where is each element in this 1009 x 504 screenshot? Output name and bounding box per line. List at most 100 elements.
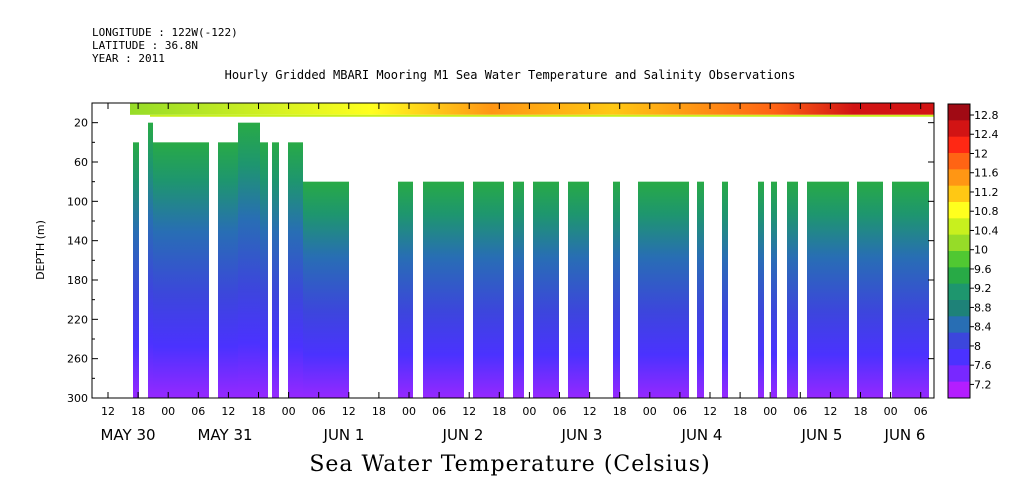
colorbar-swatch — [948, 185, 970, 203]
x-tick-label: 12 — [101, 405, 115, 418]
x-tick-label: 06 — [553, 405, 567, 418]
x-tick-label: 18 — [733, 405, 747, 418]
colorbar-swatch — [948, 300, 970, 317]
x-tick-label: 06 — [793, 405, 807, 418]
colorbar-swatch — [948, 104, 970, 121]
colorbar-label: 12 — [974, 147, 988, 160]
heatmap-column — [892, 181, 929, 398]
x-tick-label: 00 — [402, 405, 416, 418]
y-tick-label: 260 — [67, 353, 88, 366]
latitude-label: LATITUDE : 36.8N — [92, 39, 198, 52]
colorbar: 12.8 12.4 12 11.6 11.2 10.8 10.4 10 9.6 9.2 8.8 8.4… — [947, 103, 999, 399]
x-tick-label: 18 — [131, 405, 145, 418]
y-tick-label: 100 — [67, 195, 88, 208]
x-tick-label: 00 — [884, 405, 898, 418]
colorbar-label: 10.8 — [974, 205, 999, 218]
x-tick-label: 06 — [312, 405, 326, 418]
y-tick-label: 300 — [67, 392, 88, 405]
colorbar-swatch — [948, 234, 970, 252]
x-day-label: JUN 3 — [561, 426, 603, 444]
x-day-label: JUN 1 — [323, 426, 365, 444]
x-tick-label: 06 — [673, 405, 687, 418]
heatmap-column — [473, 181, 504, 398]
heatmap-column — [771, 181, 777, 398]
x-axis-caption: Sea Water Temperature (Celsius) — [309, 452, 711, 477]
colorbar-label: 10 — [974, 244, 988, 257]
x-tick-label: 00 — [763, 405, 777, 418]
heatmap-column — [303, 181, 349, 398]
heatmap-column — [758, 181, 764, 398]
x-day-label: MAY 31 — [197, 426, 252, 444]
y-axis: 20 60 100 140 180 220 260 300 — [67, 117, 934, 405]
x-tick-label: 18 — [854, 405, 868, 418]
colorbar-swatch — [948, 169, 970, 187]
colorbar-label: 11.6 — [974, 167, 999, 180]
x-tick-label: 00 — [643, 405, 657, 418]
colorbar-label: 7.2 — [974, 378, 992, 391]
colorbar-swatch — [948, 251, 970, 268]
year-label: YEAR : 2011 — [92, 52, 165, 65]
heatmap-column — [787, 181, 798, 398]
heatmap-cells — [130, 103, 934, 399]
heatmap-column — [533, 181, 559, 398]
colorbar-label: 8.4 — [974, 321, 992, 334]
x-tick-label: 06 — [914, 405, 928, 418]
x-tick-label: 12 — [703, 405, 717, 418]
colorbar-swatch — [948, 349, 970, 366]
x-tick-label: 12 — [462, 405, 476, 418]
heatmap-column — [857, 181, 883, 398]
heatmap-column — [807, 181, 849, 398]
plot-frame — [91, 102, 935, 399]
colorbar-swatch — [948, 120, 970, 138]
colorbar-label: 11.2 — [974, 186, 999, 199]
colorbar-label: 8.8 — [974, 301, 992, 314]
x-tick-label: 12 — [583, 405, 597, 418]
x-day-label: JUN 6 — [884, 426, 926, 444]
x-tick-label: 00 — [282, 405, 296, 418]
y-tick-label: 140 — [67, 235, 88, 248]
y-axis-label: DEPTH (m) — [34, 220, 47, 280]
colorbar-label: 7.6 — [974, 359, 992, 372]
surface-band — [130, 103, 934, 115]
colorbar-swatch — [948, 332, 970, 350]
colorbar-label: 12.4 — [974, 128, 999, 141]
x-axis: 12 18 00 06 12 18 00 06 12 18 00 06 12 18 00 06 12 18 00 06… — [100, 103, 928, 444]
x-tick-label: 18 — [372, 405, 386, 418]
colorbar-swatch — [948, 283, 970, 301]
heatmap-column — [238, 122, 260, 399]
longitude-label: LONGITUDE : 122W(-122) — [92, 26, 238, 39]
colorbar-label: 12.8 — [974, 109, 999, 122]
chart-title: Hourly Gridded MBARI Mooring M1 Sea Wate… — [224, 68, 796, 82]
colorbar-frame — [947, 103, 971, 399]
heatmap-column — [423, 181, 464, 398]
x-tick-label: 12 — [342, 405, 356, 418]
x-tick-label: 12 — [823, 405, 837, 418]
colorbar-swatch — [948, 136, 970, 154]
colorbar-swatch — [948, 218, 970, 236]
x-tick-label: 06 — [191, 405, 205, 418]
x-tick-label: 00 — [522, 405, 536, 418]
colorbar-swatch — [948, 365, 970, 383]
heatmap-column — [260, 142, 268, 398]
x-tick-label: 06 — [432, 405, 446, 418]
heatmap-column — [272, 142, 279, 398]
x-tick-label: 00 — [161, 405, 175, 418]
colorbar-label: 9.6 — [974, 263, 992, 276]
colorbar-label: 9.2 — [974, 282, 992, 295]
colorbar-swatch — [948, 316, 970, 334]
colorbar-swatch — [948, 381, 970, 399]
heatmap-column — [568, 181, 589, 398]
surface-band-lower — [150, 114, 934, 117]
x-tick-label: 18 — [613, 405, 627, 418]
heatmap-column — [398, 181, 413, 398]
x-day-label: JUN 2 — [442, 426, 484, 444]
y-tick-label: 220 — [67, 313, 88, 326]
colorbar-label: 10.4 — [974, 224, 999, 237]
heatmap-column — [218, 142, 238, 398]
y-tick-label: 60 — [74, 156, 88, 169]
x-day-label: MAY 30 — [100, 426, 155, 444]
colorbar-swatch — [948, 202, 970, 219]
colorbar-swatch — [948, 153, 970, 170]
x-tick-label: 18 — [252, 405, 266, 418]
